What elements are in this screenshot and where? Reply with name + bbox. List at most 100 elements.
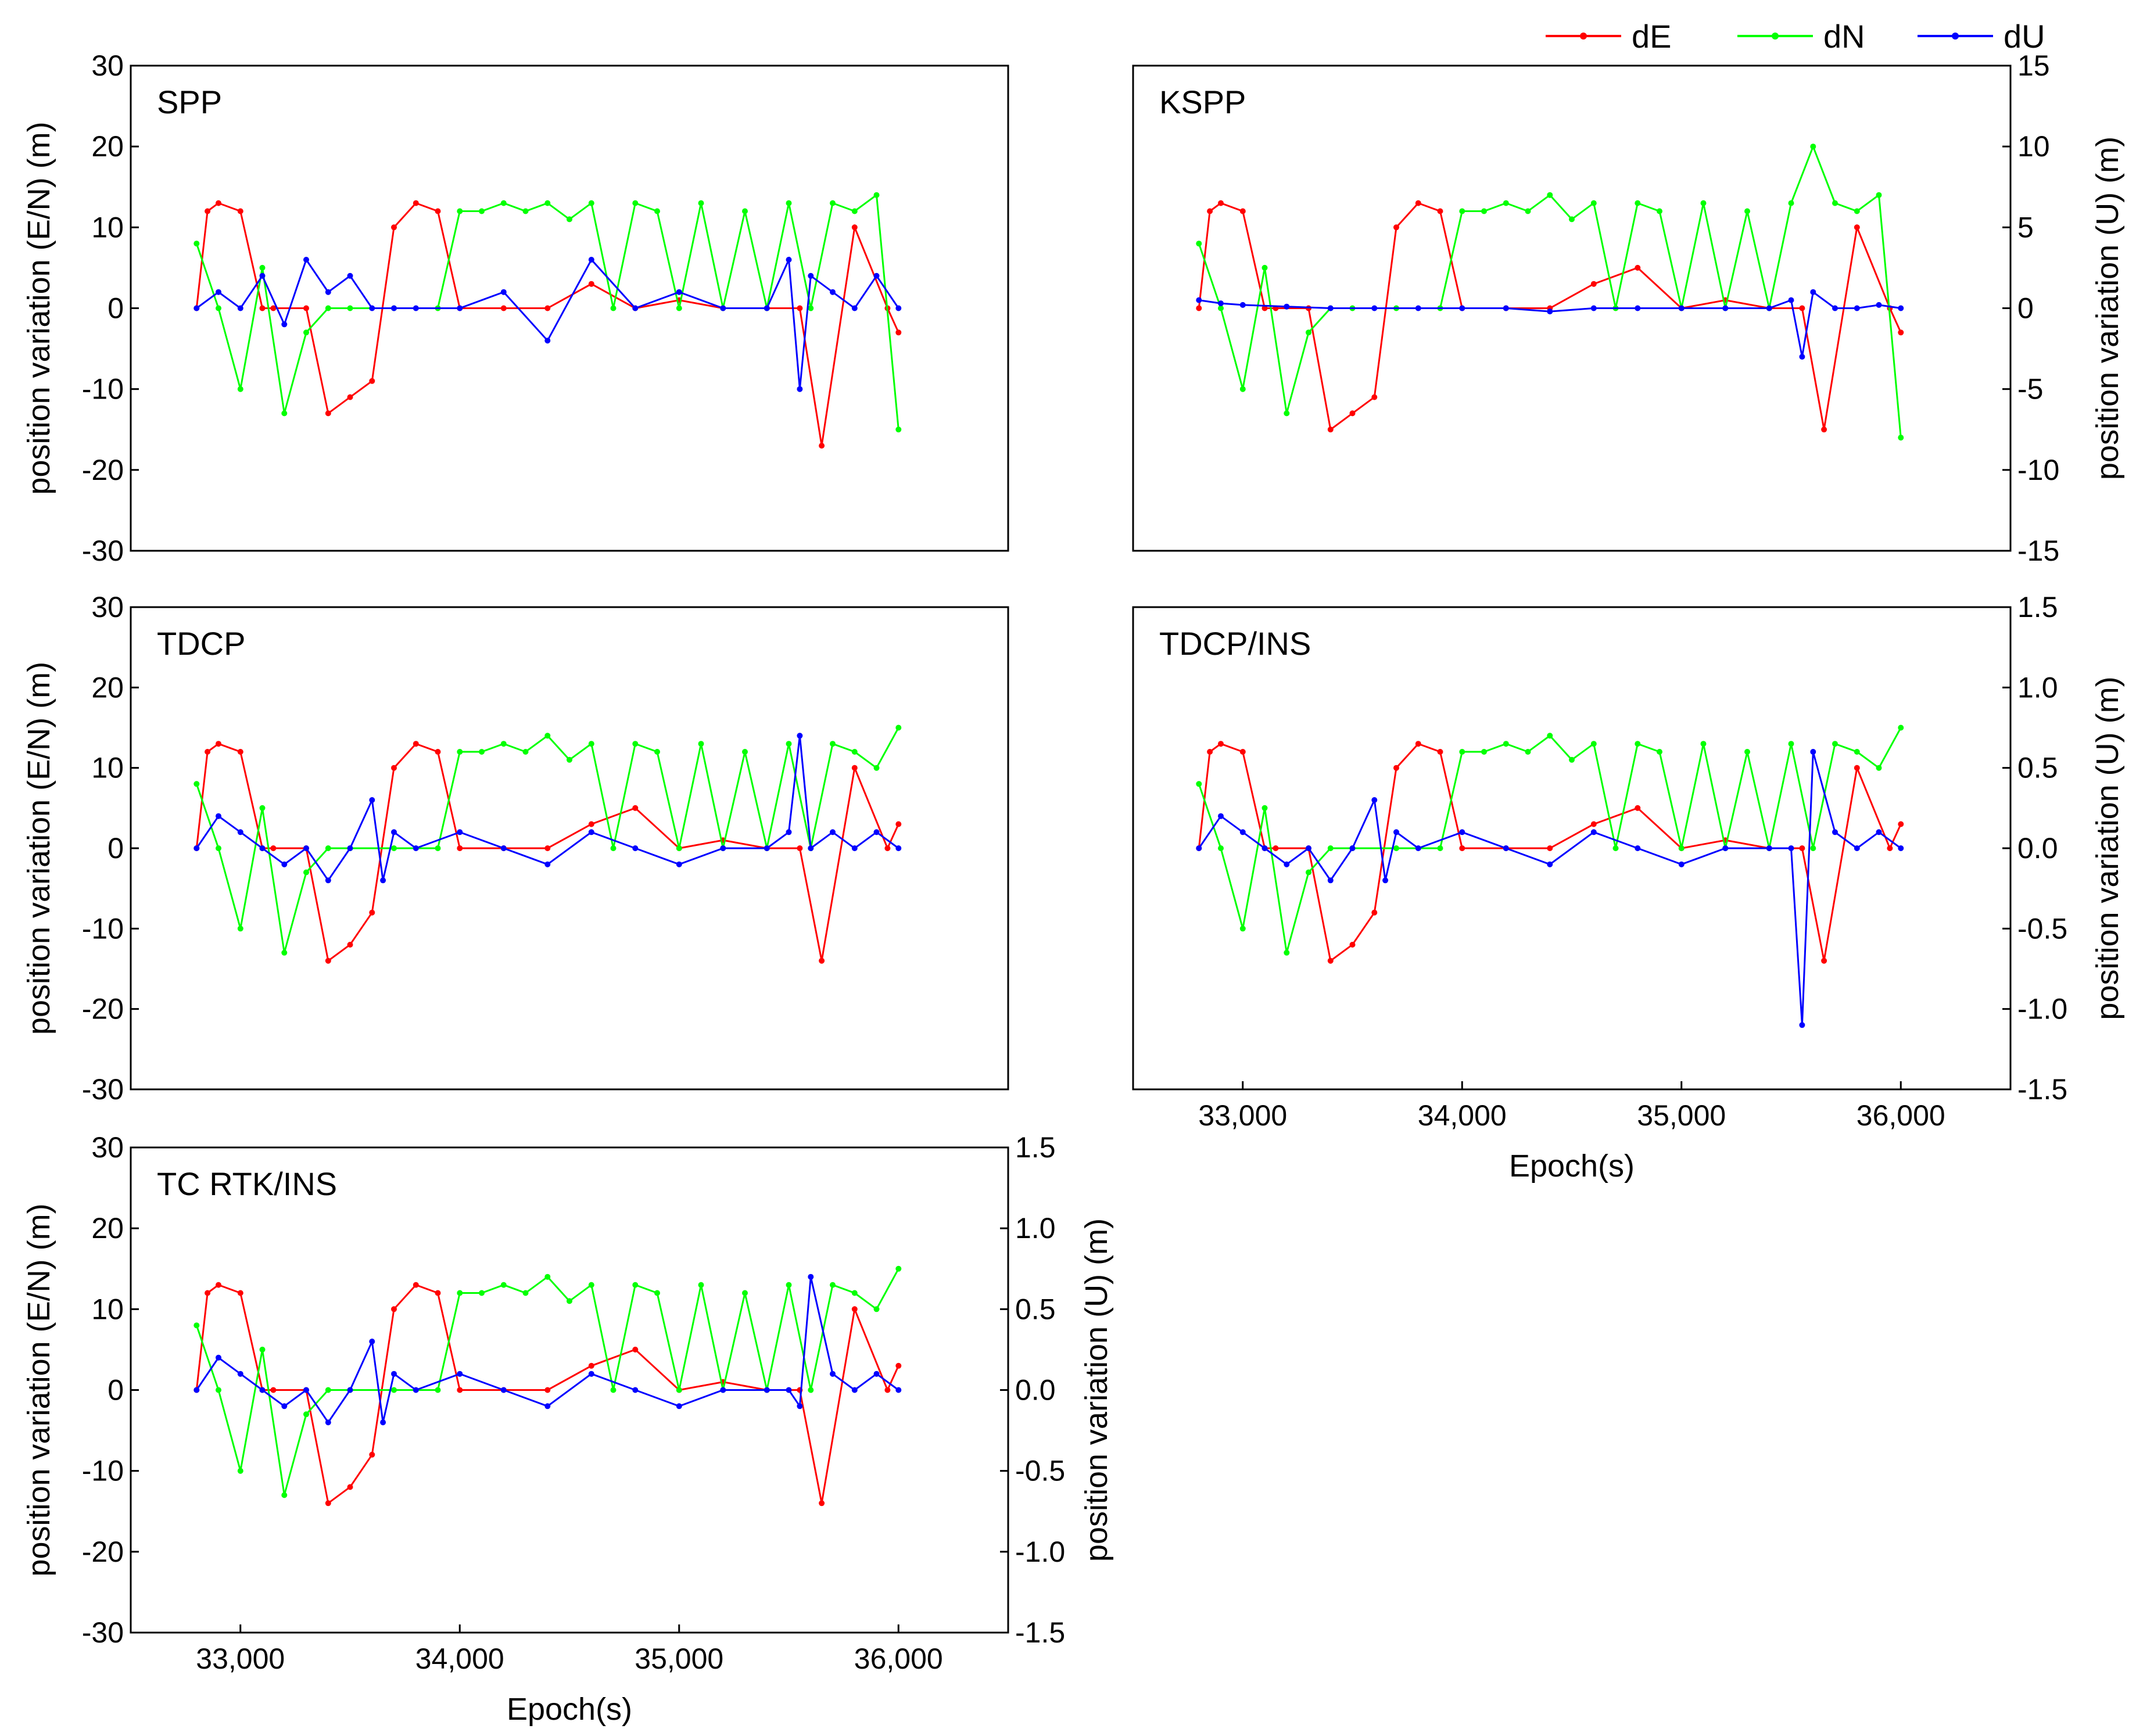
data-point: [1218, 300, 1224, 307]
data-point: [325, 1419, 331, 1426]
data-point: [205, 749, 211, 755]
data-point: [676, 1403, 682, 1409]
data-point: [1349, 410, 1356, 417]
y-tick-label-right: -5: [2017, 373, 2043, 406]
plot-area: [1196, 724, 1904, 1028]
data-point: [720, 305, 726, 311]
data-point: [567, 1298, 572, 1304]
data-point: [1821, 957, 1827, 964]
x-tick-label: 35,000: [635, 1642, 723, 1675]
data-point: [1239, 829, 1246, 835]
series-line-dN: [195, 727, 899, 953]
data-point: [1481, 749, 1487, 755]
data-point: [500, 1387, 507, 1393]
data-point: [259, 805, 266, 811]
data-point: [457, 749, 463, 755]
data-point: [895, 724, 902, 731]
data-point: [588, 257, 594, 263]
data-point: [1810, 749, 1816, 755]
data-point: [1393, 845, 1399, 851]
data-point: [281, 410, 288, 417]
data-point: [1393, 765, 1399, 771]
data-point: [1832, 305, 1838, 311]
data-point: [1678, 845, 1685, 851]
data-point: [588, 1282, 594, 1288]
data-point: [1876, 829, 1882, 835]
legend-label: dU: [2004, 18, 2045, 55]
y-tick-label-left: -10: [82, 912, 124, 945]
data-point: [1810, 144, 1816, 150]
data-point: [1810, 289, 1816, 295]
data-point: [1678, 305, 1685, 311]
y-tick-label-right: 1.0: [1015, 1212, 1056, 1244]
data-point: [1239, 386, 1246, 392]
panel-tdcp-ins: -1.5 -1.0 -0.5 0.0 0.5 1.0 1.5 33,000 34,000 35,0…: [1132, 591, 2125, 1183]
data-point: [1306, 329, 1311, 336]
y-tick-label-left: 20: [91, 1212, 124, 1244]
data-point: [873, 272, 880, 279]
y-tick-label-left: 30: [91, 1131, 124, 1164]
y-tick-label-left: -10: [82, 373, 124, 406]
data-point: [895, 305, 902, 311]
data-point: [1590, 281, 1597, 287]
data-point: [1371, 394, 1378, 400]
data-point: [303, 1411, 309, 1418]
y-tick-label-left: 10: [91, 1293, 124, 1325]
data-point: [632, 1346, 639, 1353]
data-point: [1503, 845, 1509, 851]
y-tick-label-right: -0.5: [2017, 912, 2067, 945]
data-point: [720, 1387, 726, 1393]
y-tick-label-right: -1.5: [1015, 1616, 1065, 1649]
y-tick-label-right: 0.0: [2017, 832, 2058, 865]
y-tick-label-left: 10: [91, 752, 124, 784]
data-point: [1832, 200, 1838, 206]
data-point: [303, 329, 309, 336]
x-tick-label: 35,000: [1637, 1099, 1726, 1132]
data-point: [270, 1387, 277, 1393]
series-dU: [1196, 749, 1904, 1028]
data-point: [1284, 861, 1290, 867]
data-point: [435, 208, 441, 214]
legend-item-dE: dE: [1546, 18, 1672, 55]
y-tick-label-right: 0.0: [1015, 1374, 1056, 1407]
data-point: [1876, 765, 1882, 771]
data-point: [1590, 741, 1597, 747]
data-point: [457, 1371, 463, 1377]
data-point: [237, 1371, 243, 1377]
data-point: [1635, 845, 1641, 851]
data-point: [1196, 297, 1202, 303]
data-point: [1327, 426, 1334, 433]
data-point: [325, 877, 331, 884]
data-point: [479, 208, 485, 214]
data-point: [347, 1387, 353, 1393]
data-point: [1876, 302, 1882, 308]
data-point: [1382, 877, 1389, 884]
data-point: [1854, 845, 1860, 851]
data-point: [1744, 208, 1750, 214]
data-point: [873, 829, 880, 835]
data-point: [1284, 410, 1290, 417]
data-point: [1788, 845, 1794, 851]
y-tick-label-left: -20: [82, 993, 124, 1025]
legend-marker: [1952, 33, 1959, 40]
data-point: [1898, 724, 1904, 731]
data-point: [1415, 741, 1421, 747]
data-point: [808, 1274, 814, 1280]
data-point: [654, 208, 660, 214]
data-point: [830, 1371, 836, 1377]
data-point: [1635, 305, 1641, 311]
data-point: [1547, 845, 1553, 851]
y-tick-label-right: 0.5: [1015, 1293, 1056, 1325]
series-line-dU: [196, 1276, 899, 1424]
data-point: [435, 1290, 441, 1296]
data-point: [786, 1282, 792, 1288]
data-point: [895, 845, 902, 851]
data-point: [720, 845, 726, 851]
data-point: [544, 1274, 551, 1280]
data-point: [786, 829, 792, 835]
data-point: [830, 1282, 836, 1288]
data-point: [567, 216, 572, 223]
data-point: [1327, 877, 1334, 884]
legend-label: dE: [1632, 18, 1672, 55]
data-point: [1799, 845, 1805, 851]
